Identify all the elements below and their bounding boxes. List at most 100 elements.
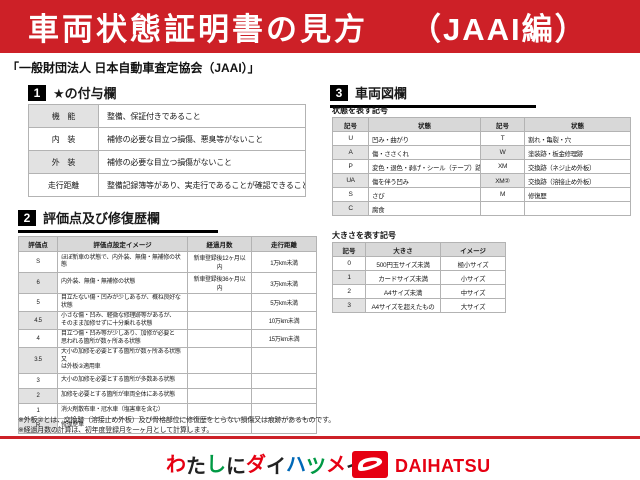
slogan-char: た	[186, 456, 206, 478]
condition-symbols-table: 記号 状態 記号 状態 U 凹み・曲がり T 割れ・亀裂・穴 A 傷・ささくれ W 塗装跡・板金修理跡…	[332, 117, 631, 216]
footnote-line: ※経過月数の計算は、初年度登録月を一ヶ月として計算します。	[18, 426, 214, 434]
table-cell: 1	[332, 270, 366, 285]
footnote-line: ※外板②とは、交換跡（溶接止め外板）及び骨格部位に修復歴をとらない損傷又は痕跡が…	[18, 417, 336, 424]
footer-divider	[0, 436, 640, 439]
table-cell: 2	[18, 387, 58, 404]
table-cell: 補修の必要な目立つ損傷がないこと	[98, 150, 306, 174]
table: 機 能整備、保証付きであること内 装補修の必要な目立つ損傷、悪臭等がないこと外 …	[28, 104, 306, 197]
header-row: 評価点 評価点設定イメージ 経過月数 走行距離	[18, 236, 317, 252]
table-cell: ほぼ新車の状態で、内外装、無傷・無補修の状態	[57, 251, 188, 273]
table-row: 2 加修を必要とする箇所が車両全体にある状態	[18, 387, 317, 404]
column-header: 記号	[332, 117, 369, 132]
table-cell: 2	[332, 284, 366, 299]
table-cell	[251, 387, 317, 404]
footnotes: ※外板②とは、交換跡（溶接止め外板）及び骨格部位に修復歴をとらない損傷又は痕跡が…	[18, 416, 335, 436]
section-number-2: 2	[18, 209, 36, 226]
table-cell: XM	[480, 159, 525, 174]
table-cell: T	[480, 131, 525, 146]
slogan-char: メ	[326, 454, 346, 476]
table-row: 5 目立たない傷・凹みが少しあるが、概ね良好な状態 5万km未満	[18, 293, 317, 312]
table-row: R 修復歴車	[18, 417, 317, 434]
table: 記号 大きさ イメージ 0 500円玉サイズ未満 極小サイズ 1 カードサイズ未満 小サイズ 2 A…	[332, 242, 506, 313]
organization-subtitle: 「一般財団法人 日本自動車査定協会（JAAI）」	[7, 61, 260, 75]
table-cell: 割れ・亀裂・穴	[524, 131, 631, 146]
table-cell: 大サイズ	[440, 298, 506, 313]
table-cell: UA	[332, 173, 369, 188]
page-title-edition: （JAAI編）	[410, 12, 588, 47]
table-row: P 変色・退色・剥げ・シール（テープ）跡 XM 交換跡（ネジ止め外板）	[332, 159, 631, 174]
table-cell: さび	[368, 187, 481, 202]
section-number-1: 1	[28, 84, 46, 101]
daihatsu-slogan: わたしにダイハツメイ。	[166, 449, 386, 478]
table-cell: 整備、保証付きであること	[98, 104, 306, 128]
table-cell: 修復歴	[524, 187, 631, 202]
table-row: 3 A4サイズを超えたもの 大サイズ	[332, 298, 506, 313]
table-row: 3 大小の加修を必要とする箇所が多数ある状態	[18, 372, 317, 389]
table-row: 6 内外装、無傷・無補修の状態 新車登録後36ヶ月以内 3万km未満	[18, 272, 317, 294]
table-cell	[524, 201, 631, 216]
daihatsu-logo-icon	[352, 451, 388, 478]
column-header: 記号	[332, 242, 366, 257]
slogan-char: ダ	[246, 454, 266, 476]
table-cell	[187, 329, 252, 348]
table-cell: 3	[18, 372, 58, 389]
table-cell: 大小の加修を必要とする箇所が多数ある状態	[57, 372, 188, 389]
table-row: 走行距離 整備記録簿等があり、実走行であることが確認できること	[28, 173, 306, 197]
table-cell: 機 能	[28, 104, 99, 128]
table-cell: 走行距離	[28, 173, 99, 197]
award-criteria-table: 機 能整備、保証付きであること内 装補修の必要な目立つ損傷、悪臭等がないこと外 …	[28, 104, 306, 197]
table-cell: 6	[18, 272, 58, 294]
table-cell	[187, 347, 252, 374]
column-header: イメージ	[440, 242, 506, 257]
table-cell: 4.5	[18, 311, 58, 330]
daihatsu-wordmark: DAIHATSU	[395, 456, 491, 476]
table-cell: 中サイズ	[440, 284, 506, 299]
table-cell: 整備記録簿等があり、実走行であることが確認できること	[98, 173, 306, 197]
table-cell: A4サイズを超えたもの	[365, 298, 441, 313]
table-cell: U	[332, 131, 369, 146]
size-symbols-table: 記号 大きさ イメージ 0 500円玉サイズ未満 極小サイズ 1 カードサイズ未満 小サイズ 2 A…	[332, 242, 506, 313]
slogan-char: わ	[166, 454, 186, 476]
table-cell: 大小の加修を必要とする箇所が数ヶ所ある状態又 は外板②適用車	[57, 347, 188, 374]
table-row: 内 装補修の必要な目立つ損傷、悪臭等がないこと	[28, 127, 306, 151]
table-row: UA 傷を伴う凹み XM② 交換跡（溶接止め外板）	[332, 173, 631, 188]
table-cell: XM②	[480, 173, 525, 188]
table-cell: 0	[332, 256, 366, 271]
table-cell: A	[332, 145, 369, 160]
table-cell: カードサイズ未満	[365, 270, 441, 285]
table-cell: 3万km未満	[251, 272, 317, 294]
slogan-char: ハ	[286, 454, 306, 476]
table-cell: 3	[332, 298, 366, 313]
title-banner: 車両状態証明書の見方 （JAAI編）	[0, 0, 640, 53]
column-header: 記号	[480, 117, 525, 132]
table-cell: 傷・ささくれ	[368, 145, 481, 160]
column-header: 評価点	[18, 236, 58, 252]
size-symbols-label: 大きさを表す記号	[332, 231, 396, 240]
column-header: 状態	[524, 117, 631, 132]
table-row: U 凹み・曲がり T 割れ・亀裂・穴	[332, 131, 631, 146]
table-row: C 腐食	[332, 201, 631, 216]
column-header: 状態	[368, 117, 481, 132]
section-title-award: ★の付与欄	[53, 86, 117, 101]
table-cell: 凹み・曲がり	[368, 131, 481, 146]
column-header: 走行距離	[251, 236, 317, 252]
table-cell: 外 装	[28, 150, 99, 174]
evaluation-points-table: 評価点 評価点設定イメージ 経過月数 走行距離 S ほぼ新車の状態で、内外装、無傷・無補修…	[18, 236, 317, 434]
section-title-evaluation: 評価点及び修復歴欄	[43, 211, 161, 226]
table-row: 1 カードサイズ未満 小サイズ	[332, 270, 506, 285]
header-row: 記号 大きさ イメージ	[332, 242, 506, 257]
slogan-char: に	[226, 456, 246, 478]
table-cell: 小さな傷・凹み、軽微な修理跡等があるが、 そのまま加修せずに十分乗れる状態	[57, 311, 188, 330]
table-cell	[187, 372, 252, 389]
section-header-evaluation: 2 評価点及び修復歴欄	[18, 208, 218, 233]
column-header: 大きさ	[365, 242, 441, 257]
table-cell: 極小サイズ	[440, 256, 506, 271]
slogan-char: ツ	[306, 456, 326, 478]
table-cell: 新車登録後36ヶ月以内	[187, 272, 252, 294]
table-cell: 内外装、無傷・無補修の状態	[57, 272, 188, 294]
section-header-diagram: 3 車両図欄	[330, 83, 536, 108]
table-row: 4.5 小さな傷・凹み、軽微な修理跡等があるが、 そのまま加修せずに十分乗れる状態…	[18, 311, 317, 330]
table-cell: 目立つ傷・凹み等が少しあり、加修が必要と 思われる箇所が数ヶ所ある状態	[57, 329, 188, 348]
table-cell: 3.5	[18, 347, 58, 374]
table-cell: 塗装跡・板金修理跡	[524, 145, 631, 160]
